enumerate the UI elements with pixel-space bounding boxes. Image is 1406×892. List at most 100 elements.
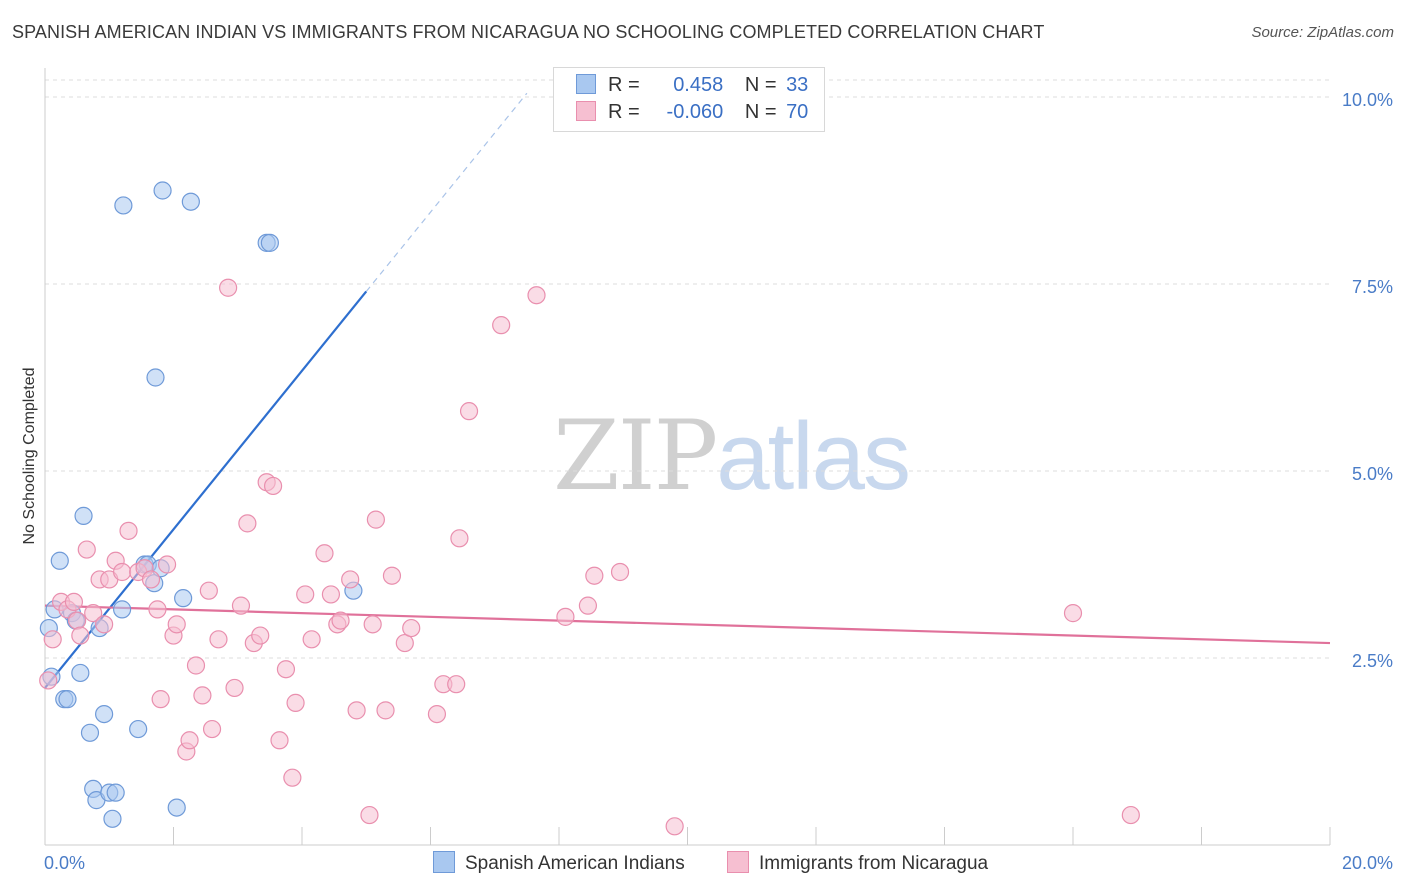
bottom-legend-label: Spanish American Indians	[465, 853, 685, 874]
trend-line-extension	[365, 92, 528, 292]
legend-n-label: N =	[744, 74, 777, 96]
point-immigrants-nicaragua	[286, 693, 305, 712]
x-tick-label-max: 20.0%	[1342, 853, 1393, 873]
point-immigrants-nicaragua	[151, 690, 170, 709]
point-immigrants-nicaragua	[1063, 604, 1083, 623]
y-tick-label: 5.0%	[1352, 464, 1393, 484]
point-immigrants-nicaragua	[225, 678, 244, 698]
point-immigrants-nicaragua	[450, 529, 469, 548]
point-immigrants-nicaragua	[360, 805, 379, 825]
point-immigrants-nicaragua	[43, 630, 62, 649]
point-spanish-american-indians	[167, 798, 186, 817]
bottom-legend-swatch-blue	[433, 851, 455, 873]
y-tick-label: 2.5%	[1352, 651, 1393, 671]
point-spanish-american-indians	[153, 181, 172, 200]
point-immigrants-nicaragua	[202, 719, 222, 739]
point-immigrants-nicaragua	[1121, 805, 1140, 825]
legend-r-value: 0.458	[673, 74, 724, 96]
point-immigrants-nicaragua	[193, 686, 212, 705]
legend-swatch-blue	[576, 74, 596, 94]
point-immigrants-nicaragua	[263, 476, 283, 496]
point-spanish-american-indians	[80, 723, 100, 742]
point-immigrants-nicaragua	[527, 286, 546, 305]
point-immigrants-nicaragua	[84, 604, 103, 623]
point-immigrants-nicaragua	[231, 596, 251, 615]
watermark-atlas: atlas	[716, 403, 911, 510]
point-immigrants-nicaragua	[321, 585, 341, 604]
point-spanish-american-indians	[50, 551, 69, 570]
point-immigrants-nicaragua	[610, 562, 630, 582]
source-credit: Source: ZipAtlas.com	[1251, 24, 1394, 41]
watermark: ZIPatlas	[553, 400, 911, 512]
bottom-legend-label: Immigrants from Nicaragua	[759, 853, 989, 874]
point-immigrants-nicaragua	[283, 768, 302, 787]
point-immigrants-nicaragua	[39, 671, 58, 690]
point-spanish-american-indians	[71, 663, 90, 683]
point-immigrants-nicaragua	[402, 618, 421, 638]
point-spanish-american-indians	[112, 600, 132, 619]
axes	[44, 68, 1331, 846]
point-immigrants-nicaragua	[492, 316, 511, 335]
point-spanish-american-indians	[95, 704, 114, 724]
watermark-zip: ZIP	[553, 400, 718, 512]
point-immigrants-nicaragua	[315, 544, 334, 563]
point-immigrants-nicaragua	[219, 278, 238, 297]
point-immigrants-nicaragua	[112, 562, 132, 582]
x-tick-label-min: 0.0%	[44, 853, 85, 873]
correlation-legend: R = 0.458 N = 33 R = -0.060 N = 70	[553, 67, 825, 132]
point-immigrants-nicaragua	[77, 540, 96, 559]
point-immigrants-nicaragua	[119, 521, 138, 540]
chart-title: SPANISH AMERICAN INDIAN VS IMMIGRANTS FR…	[12, 22, 1045, 42]
point-spanish-american-indians	[181, 192, 200, 211]
point-immigrants-nicaragua	[251, 626, 270, 645]
point-immigrants-nicaragua	[665, 817, 684, 836]
point-immigrants-nicaragua	[238, 514, 257, 533]
point-spanish-american-indians	[106, 783, 125, 802]
point-immigrants-nicaragua	[296, 585, 315, 604]
point-immigrants-nicaragua	[209, 630, 228, 649]
bottom-legend-swatch-pink	[727, 851, 749, 873]
legend-swatch-pink	[576, 101, 596, 121]
legend-n-value: 33	[786, 74, 809, 96]
point-immigrants-nicaragua	[68, 611, 87, 630]
point-immigrants-nicaragua	[141, 570, 161, 589]
point-immigrants-nicaragua	[363, 615, 382, 634]
point-immigrants-nicaragua	[459, 402, 479, 421]
point-immigrants-nicaragua	[347, 701, 366, 720]
point-spanish-american-indians	[114, 196, 133, 215]
point-immigrants-nicaragua	[186, 656, 206, 675]
legend-r-label: R =	[608, 101, 640, 123]
legend-row-spanish-american-indians: R = 0.458 N = 33	[576, 74, 808, 100]
point-immigrants-nicaragua	[331, 611, 350, 630]
legend-n-label: N =	[744, 101, 777, 123]
trend-line-immigrants-nicaragua	[44, 604, 1331, 645]
point-spanish-american-indians	[174, 589, 193, 608]
point-immigrants-nicaragua	[71, 626, 90, 645]
axis-labels: 2.5% 5.0% 7.5% 10.0% 0.0% 20.0% No Schooling C…	[21, 90, 1393, 873]
grid-lines	[45, 79, 1330, 659]
y-tick-label: 10.0%	[1342, 90, 1393, 110]
point-immigrants-nicaragua	[366, 510, 385, 529]
point-immigrants-nicaragua	[585, 566, 604, 585]
point-immigrants-nicaragua	[376, 701, 395, 720]
point-immigrants-nicaragua	[199, 581, 218, 600]
point-spanish-american-indians	[260, 233, 279, 252]
point-immigrants-nicaragua	[302, 630, 321, 649]
legend-r-value: -0.060	[666, 101, 724, 123]
point-immigrants-nicaragua	[167, 615, 186, 634]
legend-row-immigrants-nicaragua: R = -0.060 N = 70	[576, 101, 808, 127]
point-immigrants-nicaragua	[270, 731, 289, 750]
point-immigrants-nicaragua	[148, 600, 167, 619]
bottom-legend-immigrants-nicaragua: Immigrants from Nicaragua	[727, 851, 988, 875]
point-immigrants-nicaragua	[427, 704, 447, 724]
point-spanish-american-indians	[74, 506, 93, 525]
point-immigrants-nicaragua	[180, 731, 199, 750]
point-immigrants-nicaragua	[447, 675, 466, 694]
y-axis-label: No Schooling Completed	[21, 368, 38, 545]
point-immigrants-nicaragua	[276, 660, 296, 679]
point-immigrants-nicaragua	[395, 633, 414, 653]
point-spanish-american-indians	[146, 368, 165, 387]
point-immigrants-nicaragua	[95, 615, 114, 634]
point-spanish-american-indians	[129, 719, 148, 739]
